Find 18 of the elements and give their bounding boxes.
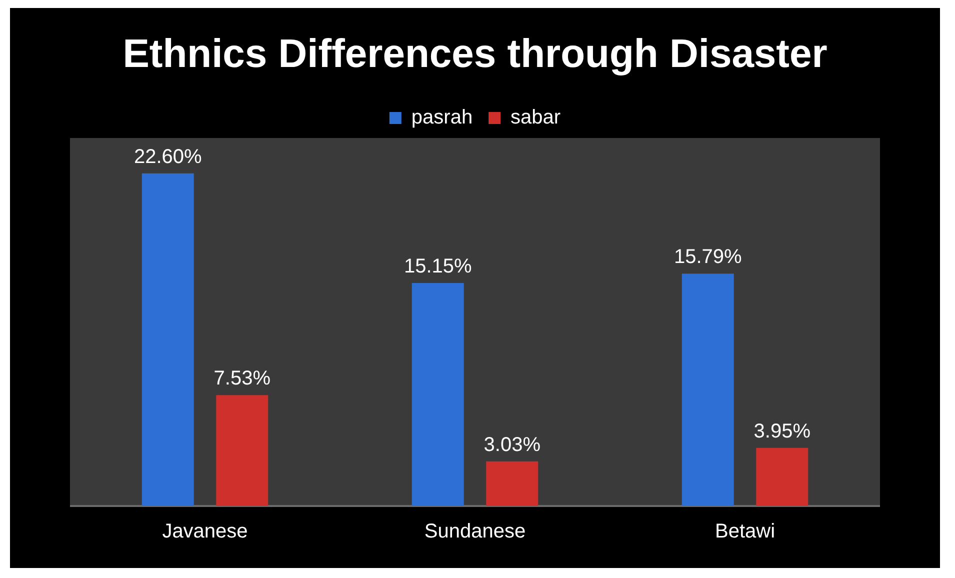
data-label: 7.53%	[214, 368, 271, 390]
legend-label: sabar	[510, 106, 561, 129]
data-label: 3.03%	[484, 434, 541, 456]
data-label: 15.15%	[404, 256, 472, 278]
x-tick-label: Sundanese	[424, 520, 526, 543]
data-label: 3.95%	[754, 420, 811, 442]
bar	[682, 274, 734, 506]
x-tick-label: Javanese	[162, 520, 248, 543]
data-label: 22.60%	[134, 146, 202, 168]
bar	[756, 448, 808, 506]
legend-label: pasrah	[411, 106, 473, 129]
bar	[216, 395, 268, 506]
bar	[486, 461, 538, 506]
chart-title: Ethnics Differences through Disaster	[122, 32, 828, 76]
bar	[412, 282, 464, 506]
bar	[142, 173, 194, 506]
data-label: 15.79%	[674, 246, 742, 268]
x-tick-label: Betawi	[714, 520, 776, 543]
